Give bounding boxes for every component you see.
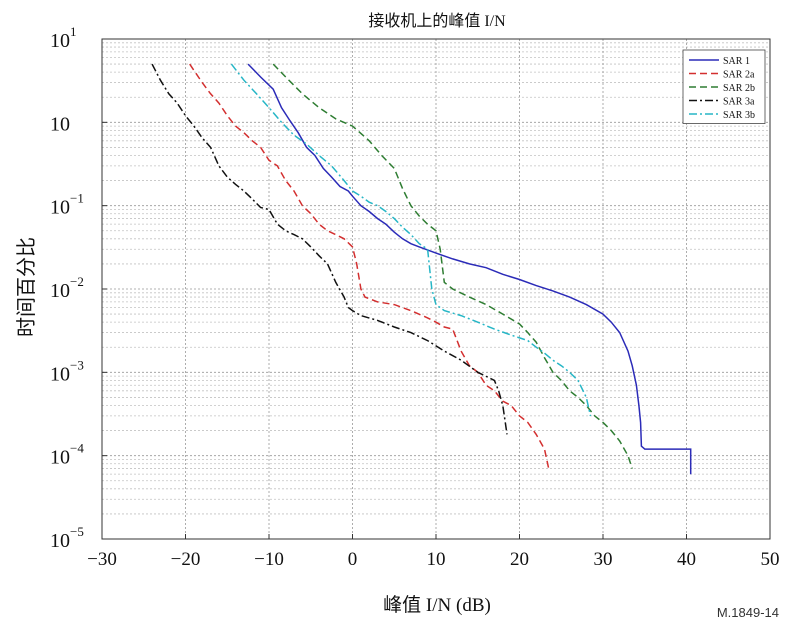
y-tick-label: 10−1 bbox=[50, 191, 84, 219]
series-line-sar-3a bbox=[151, 63, 508, 435]
y-tick-label: 10 bbox=[50, 113, 70, 135]
legend-label: SAR 3b bbox=[723, 110, 755, 121]
series-line-sar-2a bbox=[189, 63, 550, 469]
y-tick-label: 10−4 bbox=[50, 441, 84, 469]
x-tick-label: 10 bbox=[427, 549, 446, 570]
series-line-sar-1 bbox=[247, 63, 692, 475]
x-axis-label: 峰值 I/N (dB) bbox=[383, 594, 491, 616]
x-tick-label: −10 bbox=[254, 549, 284, 570]
x-tick-label: 0 bbox=[348, 549, 358, 570]
legend-label: SAR 3a bbox=[723, 97, 755, 108]
series-line-sar-2b bbox=[272, 63, 633, 469]
figure-reference: M.1849-14 bbox=[716, 605, 779, 620]
legend-label: SAR 2a bbox=[723, 70, 755, 81]
series-group bbox=[151, 63, 692, 475]
y-tick-label: 10−3 bbox=[50, 357, 84, 385]
legend-label: SAR 2b bbox=[723, 83, 755, 94]
series-line-sar-3b bbox=[230, 63, 592, 417]
legend-label: SAR 1 bbox=[723, 56, 750, 67]
grid bbox=[102, 39, 770, 540]
legend-box bbox=[682, 49, 766, 124]
x-tick-label: 30 bbox=[594, 549, 613, 570]
y-tick-label: 10−5 bbox=[50, 524, 84, 552]
x-tick-label: 40 bbox=[677, 549, 696, 570]
chart-title: 接收机上的峰值 I/N bbox=[368, 12, 506, 30]
x-tick-label: −20 bbox=[171, 549, 201, 570]
legend: SAR 1 SAR 2a SAR 2b SAR 3a SAR 3b bbox=[682, 49, 766, 124]
axis-ticks: −30 −20 −10 0 10 20 30 40 50 101 10 10−1 10−2 10−3 10−… bbox=[50, 24, 780, 570]
y-axis-label: 时间百分比 bbox=[15, 237, 38, 337]
x-tick-label: 50 bbox=[761, 549, 780, 570]
x-tick-label: −30 bbox=[87, 549, 117, 570]
y-tick-label: 101 bbox=[50, 24, 77, 52]
y-tick-label: 10−2 bbox=[50, 274, 84, 302]
x-tick-label: 20 bbox=[510, 549, 529, 570]
